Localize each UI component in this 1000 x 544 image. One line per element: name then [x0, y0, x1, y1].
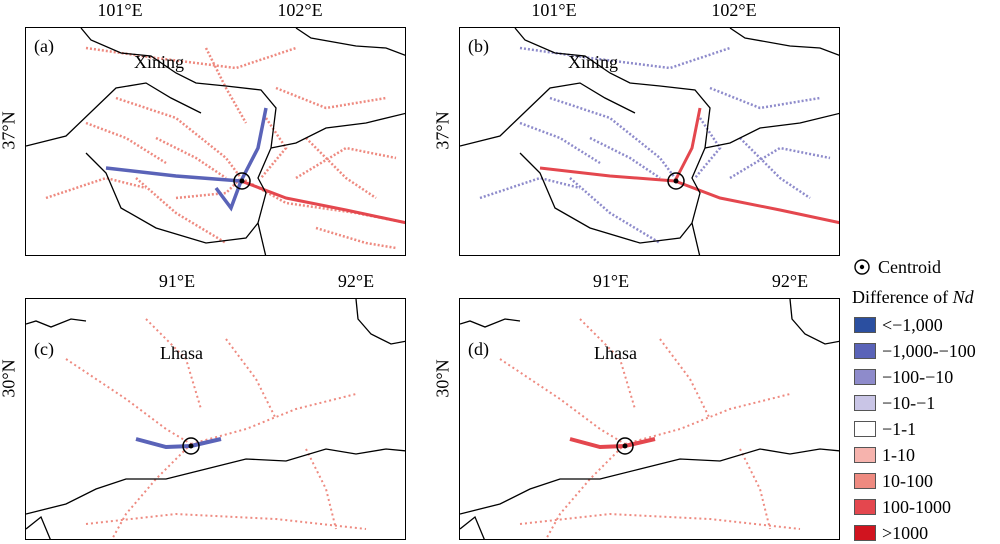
legend-class-row: >1000	[852, 522, 928, 544]
centroid-icon	[854, 259, 870, 275]
legend-swatch	[854, 447, 876, 463]
xtick-b-2: 102°E	[711, 0, 757, 20]
centroid-marker-c	[182, 437, 200, 455]
legend-class-row: 100-1000	[852, 496, 951, 518]
city-label-a: Xining	[134, 52, 185, 72]
legend-swatch	[854, 525, 876, 541]
panel-label-c: (c)	[34, 339, 54, 359]
centroid-marker-b	[667, 172, 685, 190]
legend-swatch	[854, 343, 876, 359]
river-network-b	[479, 46, 831, 245]
panel-label-b: (b)	[468, 36, 489, 56]
centroid-marker-d	[616, 437, 634, 455]
centroid-marker-a	[233, 172, 251, 190]
map-panel-d: (d) Lhasa	[459, 298, 840, 540]
legend-class-label: 100-1000	[882, 496, 951, 517]
river-outflow-a	[240, 179, 405, 225]
river-network-c	[65, 318, 367, 539]
map-canvas-d	[460, 299, 839, 539]
river-network-d	[499, 318, 801, 539]
river-main-d	[569, 437, 656, 450]
legend-class-label: −1-1	[882, 418, 917, 439]
river-main-c	[135, 437, 222, 450]
panel-label-a: (a)	[34, 36, 54, 56]
admin-boundaries-c	[26, 299, 405, 539]
legend-class-row: 1-10	[852, 444, 915, 466]
legend-class-label: >1000	[882, 522, 929, 543]
legend-swatch	[854, 317, 876, 333]
river-network-a	[45, 46, 405, 250]
legend-class-label: −10-−1	[882, 392, 936, 413]
admin-boundaries-a	[26, 28, 405, 255]
xtick-a-2: 102°E	[277, 0, 323, 20]
legend-swatch	[854, 395, 876, 411]
xtick-a-1: 101°E	[97, 0, 143, 20]
ytick-d: 30°N	[432, 359, 453, 398]
ytick-a: 37°N	[0, 111, 19, 150]
legend-class-row: −1,000-−100	[852, 340, 976, 362]
legend-class-row: <−1,000	[852, 314, 943, 336]
ytick-b: 37°N	[432, 111, 453, 150]
xtick-d-2: 92°E	[771, 271, 809, 291]
legend-centroid: Centroid	[852, 256, 941, 278]
legend-swatch	[854, 421, 876, 437]
map-panel-a: (a) Xining	[25, 27, 406, 256]
legend-class-row: −100-−10	[852, 366, 953, 388]
legend-class-row: −10-−1	[852, 392, 935, 414]
city-label-c: Lhasa	[160, 343, 203, 363]
legend-swatch	[854, 499, 876, 515]
ytick-c: 30°N	[0, 359, 19, 398]
river-main-a	[105, 107, 268, 212]
map-canvas-a	[26, 28, 405, 255]
legend-class-label: 10-100	[882, 470, 933, 491]
legend-class-label: 1-10	[882, 444, 915, 465]
legend-class-label: −100-−10	[882, 366, 954, 387]
panel-label-d: (d)	[468, 339, 489, 359]
legend-title-var: Nd	[952, 286, 974, 307]
legend-class-row: 10-100	[852, 470, 933, 492]
admin-boundaries-b	[460, 28, 839, 255]
xtick-d-1: 91°E	[592, 271, 630, 291]
legend-class-label: <−1,000	[882, 314, 943, 335]
map-panel-c: (c) Lhasa	[25, 298, 406, 540]
map-canvas-c	[26, 299, 405, 539]
legend-swatch	[854, 369, 876, 385]
legend-class-label: −1,000-−100	[882, 340, 976, 361]
xtick-c-1: 91°E	[158, 271, 196, 291]
legend-swatch	[854, 473, 876, 489]
legend-centroid-label: Centroid	[878, 256, 941, 277]
admin-boundaries-d	[460, 299, 839, 539]
legend-title-prefix: Difference of	[852, 286, 953, 307]
city-label-d: Lhasa	[594, 343, 637, 363]
legend-class-row: −1-1	[852, 418, 916, 440]
map-canvas-b	[460, 28, 839, 255]
xtick-c-2: 92°E	[337, 271, 375, 291]
river-main-b	[539, 107, 839, 225]
xtick-b-1: 101°E	[531, 0, 577, 20]
legend-title: Difference of Nd	[852, 286, 974, 308]
map-panel-b: (b) Xining	[459, 27, 840, 256]
city-label-b: Xining	[568, 52, 619, 72]
